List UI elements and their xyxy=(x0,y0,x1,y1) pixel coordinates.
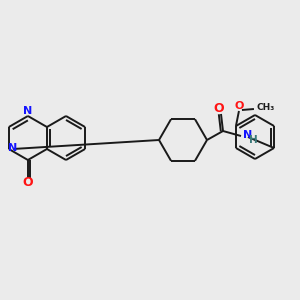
Text: N: N xyxy=(8,143,17,153)
Text: O: O xyxy=(22,176,33,190)
Text: CH₃: CH₃ xyxy=(257,103,275,112)
Text: N: N xyxy=(243,130,252,140)
Text: O: O xyxy=(234,101,244,111)
Text: O: O xyxy=(214,103,224,116)
Text: H: H xyxy=(249,135,258,145)
Text: N: N xyxy=(23,106,32,116)
